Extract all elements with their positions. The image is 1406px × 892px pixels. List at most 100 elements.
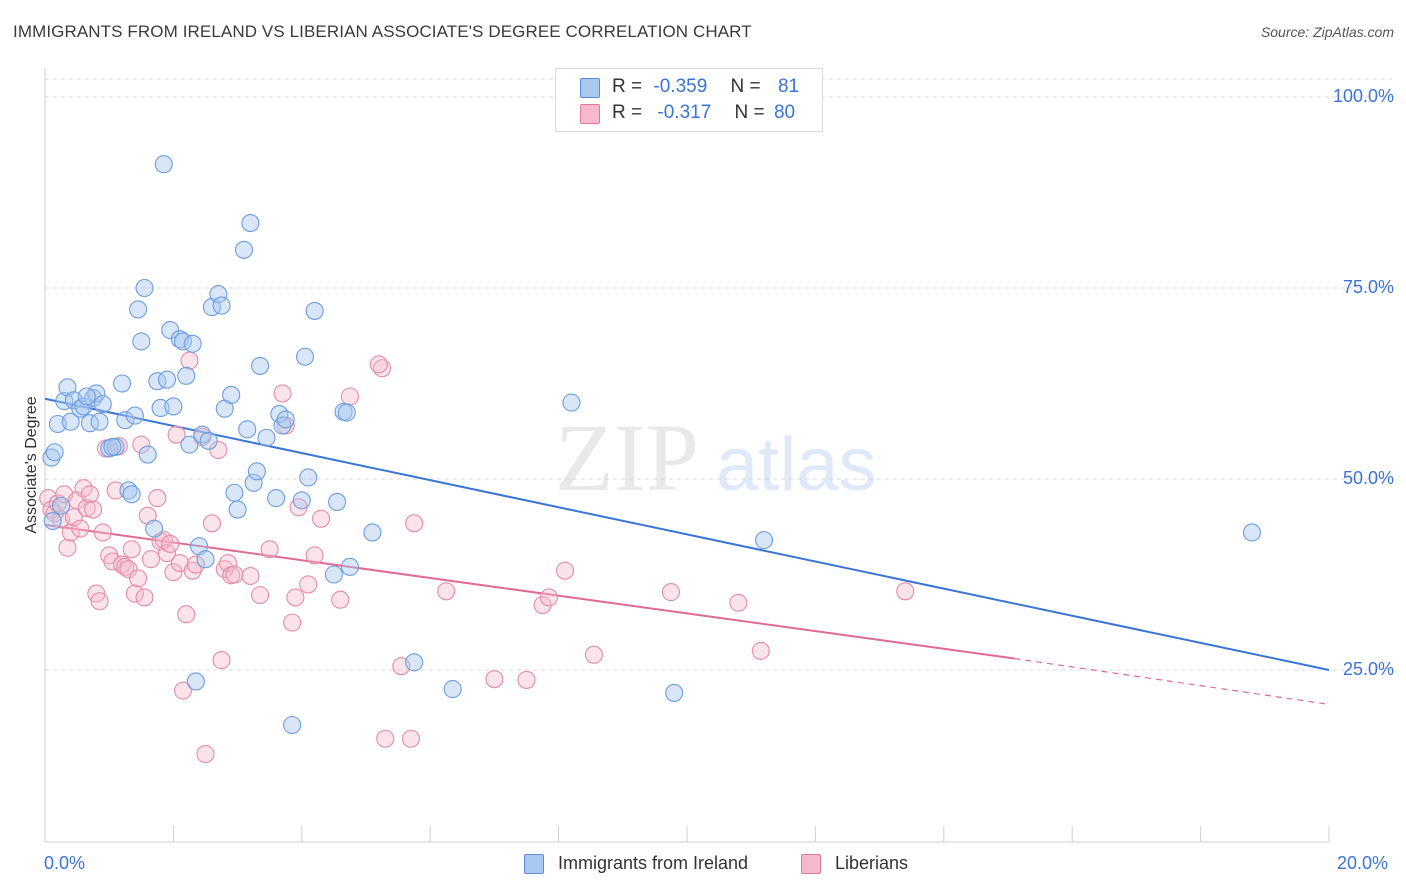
point-ireland <box>562 393 581 412</box>
point-ireland <box>363 523 382 542</box>
point-ireland <box>93 395 112 414</box>
y-tick-label-50: 50.0% <box>1342 468 1394 488</box>
point-liberians <box>177 605 196 624</box>
point-ireland <box>116 411 135 430</box>
point-liberians <box>260 540 279 559</box>
point-liberians <box>77 498 96 518</box>
x-tick-label-min: 0.0% <box>44 853 86 873</box>
point-ireland <box>87 384 106 403</box>
point-liberians <box>112 555 132 574</box>
r-value: -0.317 <box>657 102 712 123</box>
point-ireland <box>154 155 173 174</box>
point-liberians <box>129 569 148 588</box>
point-liberians <box>225 565 244 584</box>
point-liberians <box>539 588 559 607</box>
point-ireland <box>443 680 462 699</box>
point-ireland <box>292 491 311 510</box>
point-ireland <box>295 347 315 366</box>
point-ireland <box>129 300 148 319</box>
point-ireland <box>43 511 62 531</box>
point-liberians <box>135 588 154 607</box>
point-liberians <box>584 645 603 664</box>
point-liberians <box>84 500 103 519</box>
point-ireland <box>183 334 202 353</box>
point-liberians <box>212 651 231 670</box>
point-ireland <box>299 468 318 487</box>
point-ireland <box>90 412 109 431</box>
stats-legend: R = -0.359 N = 81 R = -0.317 N = 80 <box>555 68 823 132</box>
r-label: R = <box>612 76 643 97</box>
legend-label-liberians: Liberians <box>835 853 909 873</box>
point-liberians <box>305 546 324 565</box>
point-liberians <box>437 582 456 601</box>
n-label: N = <box>734 102 765 123</box>
point-ireland <box>1242 523 1262 542</box>
point-ireland <box>324 565 343 584</box>
point-ireland <box>112 374 132 393</box>
point-ireland <box>267 489 286 508</box>
y-tick-label-100: 100.0% <box>1332 86 1394 106</box>
point-ireland <box>276 410 295 429</box>
point-liberians <box>555 561 575 580</box>
point-ireland <box>238 420 257 439</box>
point-ireland <box>100 439 119 458</box>
point-ireland <box>241 214 260 233</box>
point-ireland <box>61 412 80 431</box>
point-ireland <box>177 366 196 385</box>
point-ireland <box>225 483 244 502</box>
point-ireland <box>157 370 177 389</box>
series-legend: Immigrants from Ireland Liberians <box>0 852 1406 878</box>
point-ireland <box>222 385 241 405</box>
point-ireland <box>186 672 205 691</box>
point-ireland <box>80 414 99 433</box>
x-tick-label-max: 20.0% <box>1337 853 1389 873</box>
point-liberians <box>122 540 141 559</box>
point-liberians <box>729 593 748 612</box>
point-liberians <box>148 489 167 508</box>
point-liberians <box>167 425 186 444</box>
point-ireland <box>337 403 356 422</box>
point-liberians <box>751 641 770 660</box>
point-liberians <box>173 681 193 700</box>
point-liberians <box>241 566 260 586</box>
point-liberians <box>180 351 199 370</box>
point-liberians <box>286 588 305 607</box>
point-ireland <box>122 485 141 504</box>
point-ireland <box>251 356 270 375</box>
point-ireland <box>145 519 164 538</box>
point-ireland <box>42 448 61 467</box>
point-ireland <box>665 683 684 702</box>
ireland-legend-swatch <box>524 854 544 874</box>
point-ireland <box>45 443 64 462</box>
point-liberians <box>299 575 318 594</box>
point-liberians <box>119 560 138 579</box>
point-ireland <box>405 653 424 672</box>
point-ireland <box>138 445 157 464</box>
ireland-swatch <box>580 78 600 98</box>
source-credit: Source: ZipAtlas.com <box>1260 24 1394 40</box>
point-liberians <box>164 563 183 582</box>
point-liberians <box>485 670 504 689</box>
point-liberians <box>58 538 77 557</box>
point-liberians <box>273 384 292 403</box>
point-liberians <box>209 440 228 460</box>
point-liberians <box>161 534 180 553</box>
point-ireland <box>196 550 215 569</box>
point-liberians <box>517 670 536 689</box>
point-liberians <box>533 596 552 615</box>
trend-line-ireland <box>44 397 1330 671</box>
point-ireland <box>161 320 180 340</box>
y-tick-label-75: 75.0% <box>1342 277 1394 297</box>
point-liberians <box>141 550 160 569</box>
point-liberians <box>340 387 360 406</box>
point-ireland <box>51 496 71 515</box>
point-ireland <box>328 492 347 511</box>
point-ireland <box>135 278 154 298</box>
point-liberians <box>251 586 270 605</box>
point-ireland <box>164 397 183 416</box>
point-ireland <box>754 531 774 550</box>
liberians-swatch <box>580 104 600 124</box>
point-ireland <box>305 301 324 320</box>
point-ireland <box>228 500 247 519</box>
point-liberians <box>312 509 331 528</box>
